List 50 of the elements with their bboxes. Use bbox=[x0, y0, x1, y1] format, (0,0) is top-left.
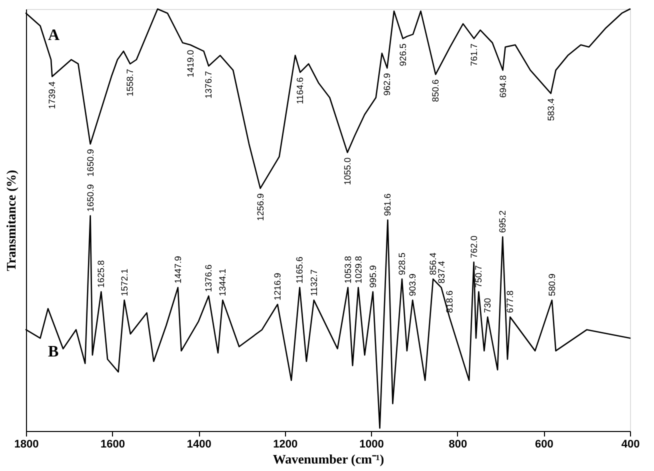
annotation: 1216.9 bbox=[272, 272, 283, 300]
annotation: 1055.0 bbox=[342, 157, 352, 186]
annotation: 1053.8 bbox=[342, 256, 353, 284]
x-tick-label: 1000 bbox=[359, 438, 384, 450]
x-tick-label: 1800 bbox=[14, 438, 39, 450]
annotation: 1650.9 bbox=[85, 184, 96, 212]
annotation: 1447.9 bbox=[172, 256, 183, 284]
annotation: 1558.7 bbox=[125, 68, 136, 96]
annotation: 583.4 bbox=[546, 98, 556, 121]
series-label: A bbox=[48, 27, 60, 44]
annotation: 762.0 bbox=[468, 236, 479, 258]
annotation: 1344.1 bbox=[218, 268, 228, 296]
annotation: 1029.8 bbox=[353, 256, 364, 284]
y-axis-title: Transmitance (%) bbox=[4, 170, 18, 272]
annotation: 1165.6 bbox=[294, 256, 305, 284]
annotation: 850.6 bbox=[430, 79, 441, 102]
x-tick-label: 1600 bbox=[100, 438, 126, 450]
annotation: 1164.6 bbox=[295, 77, 306, 104]
x-tick-label: 1400 bbox=[186, 438, 212, 450]
x-tick-label: 1200 bbox=[273, 438, 298, 450]
x-tick-label: 600 bbox=[535, 438, 554, 450]
annotation: 1376.7 bbox=[204, 70, 214, 98]
annotation: 730 bbox=[482, 298, 493, 314]
annotation: 1625.8 bbox=[96, 260, 106, 288]
annotation: 961.6 bbox=[382, 193, 393, 216]
annotation: 837.4 bbox=[436, 260, 446, 284]
annotation: 903.9 bbox=[408, 274, 418, 296]
annotation: 962.9 bbox=[382, 73, 392, 96]
x-axis-title: Wavenumber (cm⁻¹) bbox=[272, 452, 384, 466]
annotation: 995.9 bbox=[368, 265, 378, 288]
annotation: 677.8 bbox=[505, 290, 516, 314]
annotation: 1132.7 bbox=[308, 269, 319, 296]
annotation: 928.5 bbox=[396, 252, 407, 276]
annotation: 695.2 bbox=[498, 210, 508, 233]
annotation: 856.4 bbox=[428, 252, 438, 276]
annotation: 580.9 bbox=[546, 274, 557, 296]
annotation: 750.7 bbox=[474, 265, 484, 288]
annotation: 1739.4 bbox=[47, 82, 58, 110]
annotation: 926.5 bbox=[398, 44, 408, 66]
annotation: 1376.6 bbox=[204, 264, 214, 292]
annotation: 761.7 bbox=[468, 44, 479, 66]
annotation: 818.6 bbox=[444, 290, 454, 314]
annotation: 1572.1 bbox=[119, 268, 130, 296]
x-tick-label: 400 bbox=[621, 438, 640, 450]
annotation: 1256.9 bbox=[255, 193, 266, 221]
annotation: 1419.0 bbox=[185, 50, 196, 78]
annotation: 694.8 bbox=[498, 75, 508, 98]
x-tick-label: 800 bbox=[448, 438, 468, 450]
series-label: B bbox=[48, 344, 59, 361]
annotation: 1650.9 bbox=[85, 149, 96, 177]
